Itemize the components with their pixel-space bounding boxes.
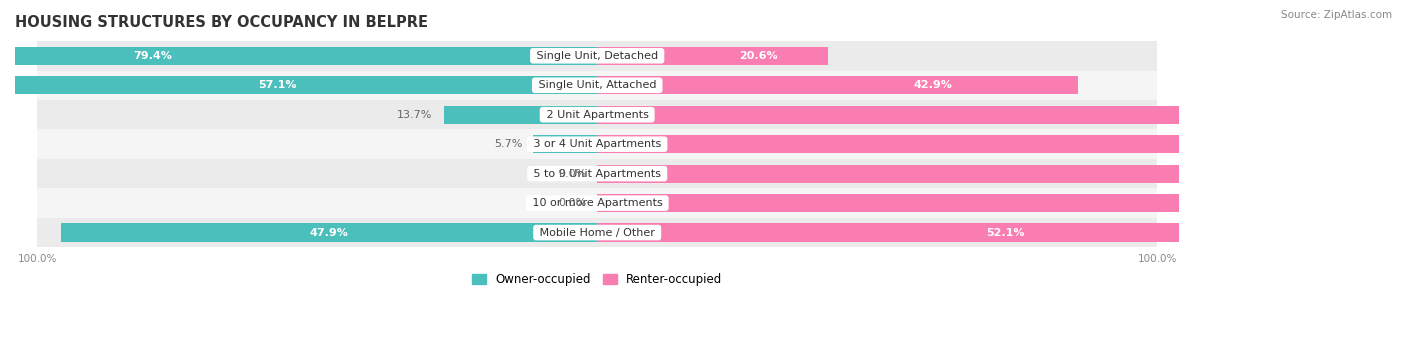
Bar: [598, 194, 1406, 212]
Bar: [444, 106, 598, 124]
Text: 10 or more Apartments: 10 or more Apartments: [529, 198, 666, 208]
Bar: [38, 218, 1157, 247]
Bar: [60, 223, 598, 242]
Text: 5.7%: 5.7%: [494, 139, 522, 149]
Bar: [598, 135, 1406, 153]
Text: Single Unit, Attached: Single Unit, Attached: [534, 80, 659, 90]
Text: 2 Unit Apartments: 2 Unit Apartments: [543, 110, 652, 120]
Bar: [38, 100, 1157, 130]
Text: 100.0%: 100.0%: [1358, 169, 1405, 179]
Text: 3 or 4 Unit Apartments: 3 or 4 Unit Apartments: [530, 139, 665, 149]
Text: Source: ZipAtlas.com: Source: ZipAtlas.com: [1281, 10, 1392, 20]
Text: 52.1%: 52.1%: [986, 227, 1025, 238]
Bar: [38, 130, 1157, 159]
Text: 94.3%: 94.3%: [1317, 139, 1355, 149]
Text: 42.9%: 42.9%: [914, 80, 953, 90]
Text: 0.0%: 0.0%: [558, 169, 586, 179]
Text: 79.4%: 79.4%: [134, 51, 172, 61]
Bar: [598, 164, 1406, 183]
Legend: Owner-occupied, Renter-occupied: Owner-occupied, Renter-occupied: [467, 269, 727, 291]
Bar: [598, 106, 1406, 124]
Text: 13.7%: 13.7%: [398, 110, 433, 120]
Bar: [598, 76, 1077, 94]
Bar: [598, 223, 1181, 242]
Bar: [38, 159, 1157, 188]
Text: HOUSING STRUCTURES BY OCCUPANCY IN BELPRE: HOUSING STRUCTURES BY OCCUPANCY IN BELPR…: [15, 15, 427, 30]
Bar: [598, 47, 828, 65]
Bar: [38, 71, 1157, 100]
Text: 0.0%: 0.0%: [558, 198, 586, 208]
Bar: [38, 188, 1157, 218]
Bar: [0, 76, 598, 94]
Bar: [38, 41, 1157, 71]
Text: 57.1%: 57.1%: [259, 80, 297, 90]
Text: 100.0%: 100.0%: [1358, 198, 1405, 208]
Text: 20.6%: 20.6%: [740, 51, 778, 61]
Text: Single Unit, Detached: Single Unit, Detached: [533, 51, 661, 61]
Bar: [0, 47, 598, 65]
Text: 47.9%: 47.9%: [309, 227, 349, 238]
Bar: [533, 135, 598, 153]
Text: Mobile Home / Other: Mobile Home / Other: [536, 227, 658, 238]
Text: 5 to 9 Unit Apartments: 5 to 9 Unit Apartments: [530, 169, 665, 179]
Text: 86.3%: 86.3%: [1254, 110, 1294, 120]
